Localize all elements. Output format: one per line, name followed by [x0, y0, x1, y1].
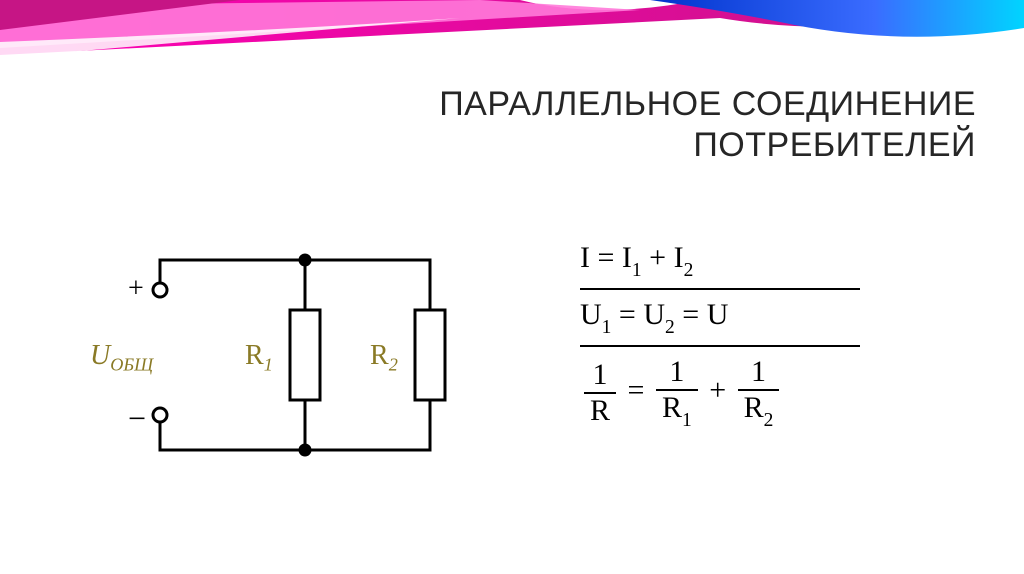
- formulas: I = I1 + I2 U1 = U2 = U 1 R = 1 R1 + 1 R…: [580, 235, 860, 436]
- header-ribbon: [0, 0, 1024, 70]
- formula-voltage: U1 = U2 = U: [580, 292, 860, 343]
- title-line-1: ПАРАЛЛЕЛЬНОЕ СОЕДИНЕНИЕ: [439, 85, 976, 123]
- terminal-plus: +: [128, 273, 144, 305]
- circuit-diagram: + − UОБЩ R1 R2: [90, 245, 470, 510]
- terminal-minus: −: [128, 400, 146, 437]
- divider-1: [580, 288, 860, 290]
- source-label: UОБЩ: [90, 340, 153, 376]
- divider-2: [580, 345, 860, 347]
- slide-title: ПАРАЛЛЕЛЬНОЕ СОЕДИНЕНИЕ ПОТРЕБИТЕЛЕЙ: [439, 84, 976, 166]
- title-line-2: ПОТРЕБИТЕЛЕЙ: [693, 126, 976, 164]
- r1-label: R1: [245, 340, 273, 376]
- formula-current: I = I1 + I2: [580, 235, 860, 286]
- r2-label: R2: [370, 340, 398, 376]
- formula-resistance: 1 R = 1 R1 + 1 R2: [580, 349, 860, 436]
